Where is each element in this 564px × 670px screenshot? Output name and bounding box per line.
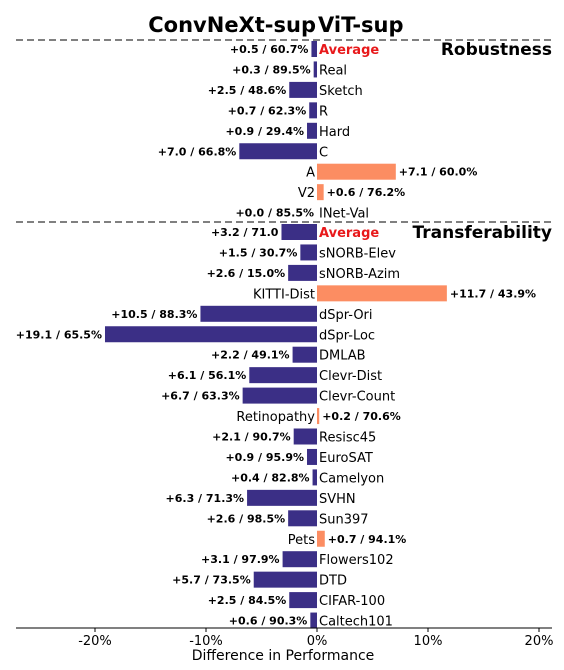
category-label: R (319, 104, 328, 119)
x-tick-label: 0% (307, 634, 328, 649)
bar (317, 408, 320, 425)
value-label: +0.0 / 85.5% (235, 207, 314, 220)
x-tick-label: 20% (525, 634, 554, 649)
category-label: DMLAB (319, 349, 366, 364)
value-label: +1.5 / 30.7% (219, 246, 298, 259)
value-label: +7.1 / 60.0% (399, 166, 478, 179)
bar (310, 612, 317, 629)
category-label: EuroSAT (319, 451, 373, 466)
category-label: V2 (298, 186, 315, 201)
bar (317, 163, 396, 180)
bar (239, 143, 317, 160)
category-label: DTD (319, 574, 347, 589)
bar (312, 469, 317, 486)
value-label: +3.2 / 71.0 (211, 226, 279, 239)
value-label: +11.7 / 43.9% (450, 287, 536, 300)
value-label: +0.9 / 29.4% (225, 125, 304, 138)
bar (253, 571, 317, 588)
bar (292, 346, 317, 363)
section-title: Robustness (441, 40, 552, 60)
category-label: Average (319, 43, 379, 58)
bar (307, 122, 317, 139)
category-label: Real (319, 63, 347, 78)
value-label: +0.9 / 95.9% (225, 451, 304, 464)
value-label: +19.1 / 65.5% (16, 328, 102, 341)
value-label: +2.5 / 48.6% (208, 84, 287, 97)
bar (282, 551, 317, 568)
category-label: sNORB-Azim (319, 267, 400, 282)
category-label: Clevr-Dist (319, 369, 382, 384)
value-label: +2.6 / 15.0% (207, 267, 286, 280)
bar (311, 41, 317, 57)
x-axis: -20% -10% 0% 10% 20% (16, 627, 554, 649)
bar (247, 489, 317, 506)
category-label: Average (319, 226, 379, 241)
category-label: Pets (288, 533, 315, 548)
category-label: Sketch (319, 84, 363, 99)
category-label: Retinopathy (236, 410, 315, 425)
bar (249, 367, 317, 384)
bar (200, 305, 317, 322)
bar (300, 244, 317, 261)
value-label: +6.1 / 56.1% (168, 369, 247, 382)
bar (104, 326, 318, 343)
value-label: +0.7 / 94.1% (328, 533, 407, 546)
value-label: +10.5 / 88.3% (111, 308, 197, 321)
category-label: C (319, 145, 328, 160)
value-label: +2.6 / 98.5% (207, 512, 286, 525)
category-label: dSpr-Loc (319, 328, 375, 343)
legend-convnext: ConvNeXt-sup (148, 13, 316, 37)
category-label: sNORB-Elev (319, 246, 396, 261)
section-title: Transferability (413, 223, 552, 243)
category-label: Camelyon (319, 471, 384, 486)
value-label: +0.5 / 60.7% (230, 43, 309, 56)
category-label: A (306, 166, 315, 181)
value-label: +0.6 / 90.3% (229, 615, 308, 628)
value-label: +6.7 / 63.3% (161, 390, 240, 403)
value-label: +0.7 / 62.3% (228, 104, 307, 117)
bar (317, 285, 447, 302)
category-label: SVHN (319, 492, 356, 507)
x-tick-label: 10% (414, 634, 443, 649)
bar (288, 510, 317, 527)
bar (307, 448, 317, 465)
bar (317, 184, 324, 201)
value-label: +0.2 / 70.6% (322, 410, 401, 423)
bar (309, 102, 317, 119)
value-label: +2.2 / 49.1% (211, 349, 290, 362)
plot-area: Robustness Average +0.5 / 60.7% Real +0.3 / … (16, 39, 552, 630)
category-label: Clevr-Count (319, 390, 395, 405)
bar (317, 530, 325, 547)
bar (313, 61, 317, 78)
bar (293, 428, 317, 445)
category-label: dSpr-Ori (319, 308, 373, 323)
legend-vit: ViT-sup (318, 13, 404, 37)
category-label: Hard (319, 125, 350, 140)
category-label: KITTI-Dist (253, 287, 315, 302)
value-label: +3.1 / 97.9% (201, 553, 280, 566)
value-label: +2.1 / 90.7% (212, 431, 291, 444)
value-label: +6.3 / 71.3% (166, 492, 245, 505)
value-label: +2.5 / 84.5% (208, 594, 287, 607)
category-label: Flowers102 (319, 553, 394, 568)
category-label: Resisc45 (319, 431, 376, 446)
value-label: +5.7 / 73.5% (172, 574, 251, 587)
value-label: +7.0 / 66.8% (158, 145, 237, 158)
value-label: +0.4 / 82.8% (231, 471, 310, 484)
x-tick-label: -10% (189, 634, 223, 649)
bar (242, 387, 317, 404)
bar (289, 81, 317, 98)
x-axis-label: Difference in Performance (192, 648, 375, 664)
value-label: +0.6 / 76.2% (327, 186, 406, 199)
bar (288, 264, 317, 281)
value-label: +0.3 / 89.5% (232, 63, 311, 76)
category-label: Caltech101 (319, 615, 393, 630)
x-tick-label: -20% (78, 634, 112, 649)
bar (281, 224, 317, 240)
category-label: CIFAR-100 (319, 594, 385, 609)
category-label: INet-Val (319, 207, 369, 222)
category-label: Sun397 (319, 512, 369, 527)
bar (289, 592, 317, 609)
